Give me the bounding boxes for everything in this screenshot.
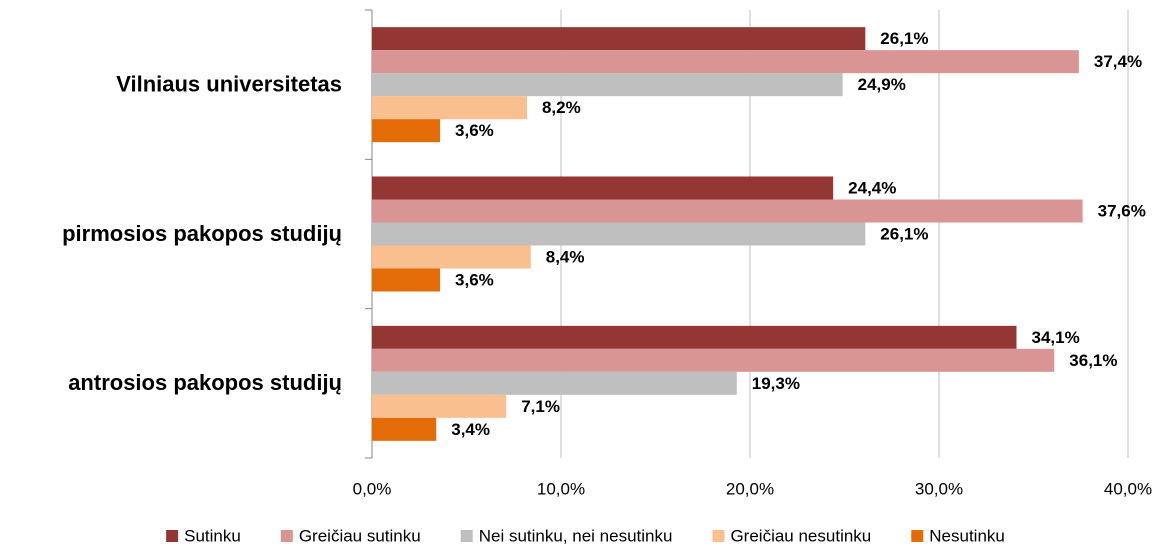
bar [372, 268, 441, 292]
category-label: antrosios pakopos studijų [68, 370, 342, 395]
value-label: 34,1% [1031, 328, 1079, 347]
value-label: 19,3% [752, 374, 800, 393]
legend-label: Nesutinku [929, 526, 1005, 545]
legend-swatch [166, 530, 179, 542]
bar [372, 348, 1055, 372]
value-label: 3,6% [455, 270, 494, 289]
bar [372, 222, 866, 246]
bar [372, 119, 441, 143]
bar [372, 394, 507, 418]
legend-label: Nei sutinku, nei nesutinku [479, 526, 673, 545]
bar [372, 96, 527, 120]
bar [372, 325, 1017, 349]
x-tick-label: 40,0% [1104, 479, 1152, 498]
legend-label: Greičiau sutinku [299, 526, 421, 545]
value-label: 37,6% [1098, 201, 1146, 220]
bar [372, 417, 437, 441]
value-label: 24,4% [848, 178, 896, 197]
x-tick-label: 30,0% [915, 479, 963, 498]
bar [372, 50, 1079, 74]
value-label: 3,4% [451, 420, 490, 439]
bar [372, 176, 834, 200]
legend-swatch [460, 530, 473, 542]
value-label: 7,1% [521, 397, 560, 416]
value-label: 26,1% [880, 29, 928, 48]
value-label: 3,6% [455, 121, 494, 140]
legend-label: Sutinku [184, 526, 241, 545]
legend-label: Greičiau nesutinku [730, 526, 871, 545]
legend-swatch [280, 530, 293, 542]
category-label: Vilniaus universitetas [116, 71, 342, 96]
bar [372, 199, 1083, 223]
value-label: 8,2% [542, 98, 581, 117]
legend-swatch [911, 530, 924, 542]
bar [372, 371, 737, 395]
x-tick-label: 0,0% [353, 479, 392, 498]
bar [372, 73, 843, 97]
value-label: 24,9% [858, 75, 906, 94]
x-tick-label: 10,0% [537, 479, 585, 498]
value-label: 37,4% [1094, 52, 1142, 71]
bar [372, 245, 531, 269]
legend-swatch [712, 530, 725, 542]
value-label: 36,1% [1069, 351, 1117, 370]
bar [372, 27, 866, 51]
x-tick-label: 20,0% [726, 479, 774, 498]
category-label: pirmosios pakopos studijų [62, 221, 342, 246]
value-label: 8,4% [546, 247, 585, 266]
value-label: 26,1% [880, 224, 928, 243]
